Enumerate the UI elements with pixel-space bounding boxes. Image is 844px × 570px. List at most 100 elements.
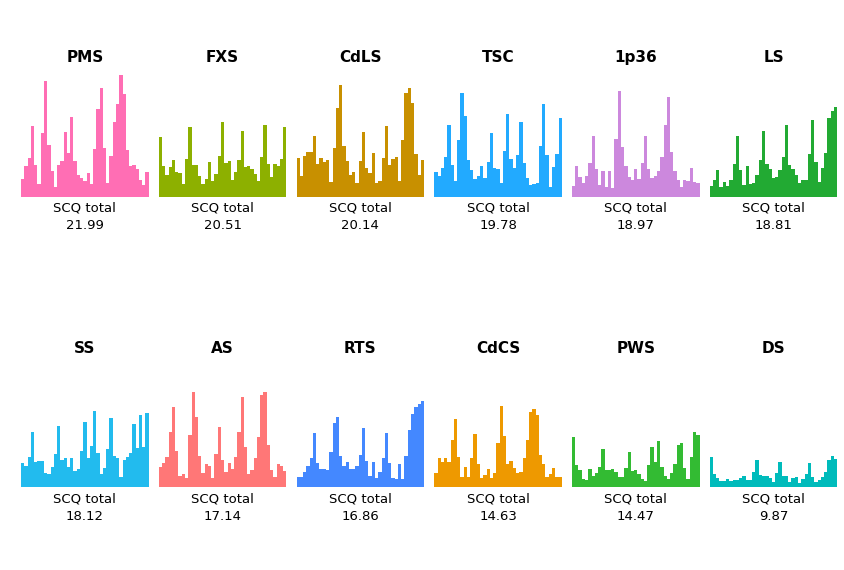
- Bar: [588, 469, 592, 487]
- Bar: [352, 469, 355, 487]
- Bar: [503, 436, 506, 487]
- Bar: [536, 182, 539, 197]
- Text: FXS: FXS: [206, 50, 239, 66]
- Bar: [473, 179, 477, 197]
- Bar: [273, 164, 277, 197]
- Bar: [343, 466, 345, 487]
- Bar: [385, 126, 388, 197]
- Bar: [467, 160, 470, 197]
- Bar: [202, 185, 204, 197]
- Bar: [634, 470, 637, 487]
- Bar: [733, 481, 736, 487]
- Bar: [136, 169, 139, 197]
- Bar: [126, 457, 129, 487]
- Bar: [195, 417, 198, 487]
- Bar: [801, 180, 804, 197]
- Bar: [529, 185, 533, 197]
- Bar: [378, 181, 381, 197]
- Bar: [759, 161, 762, 197]
- Bar: [251, 470, 254, 487]
- Bar: [539, 455, 542, 487]
- Bar: [719, 186, 722, 197]
- Bar: [559, 477, 562, 487]
- Bar: [172, 408, 176, 487]
- Bar: [283, 471, 286, 487]
- Bar: [303, 473, 306, 487]
- Bar: [28, 457, 31, 487]
- Bar: [145, 413, 149, 487]
- Bar: [674, 464, 677, 487]
- Bar: [500, 182, 503, 197]
- Bar: [362, 428, 365, 487]
- Bar: [411, 103, 414, 197]
- Bar: [628, 452, 630, 487]
- Bar: [604, 187, 608, 197]
- Bar: [352, 172, 355, 197]
- Bar: [388, 165, 392, 197]
- Bar: [310, 458, 313, 487]
- Bar: [798, 483, 801, 487]
- Bar: [713, 474, 717, 487]
- Bar: [522, 458, 526, 487]
- Bar: [87, 458, 89, 487]
- Text: CdCS: CdCS: [476, 341, 520, 356]
- Bar: [657, 170, 660, 197]
- Bar: [73, 161, 77, 197]
- Bar: [211, 478, 214, 487]
- Bar: [169, 433, 172, 487]
- Bar: [644, 481, 647, 487]
- Bar: [510, 461, 513, 487]
- Bar: [230, 180, 234, 197]
- Bar: [506, 465, 510, 487]
- Bar: [782, 476, 785, 487]
- Bar: [359, 161, 362, 197]
- Bar: [719, 481, 722, 487]
- Bar: [270, 470, 273, 487]
- Bar: [319, 469, 322, 487]
- Bar: [31, 126, 35, 197]
- Bar: [119, 478, 122, 487]
- Bar: [677, 180, 680, 197]
- Bar: [660, 466, 663, 487]
- Bar: [755, 460, 759, 487]
- Bar: [80, 451, 84, 487]
- Bar: [355, 184, 359, 197]
- Bar: [122, 459, 126, 487]
- Bar: [660, 157, 663, 197]
- Bar: [326, 160, 329, 197]
- Bar: [743, 476, 745, 487]
- Bar: [333, 424, 336, 487]
- Bar: [369, 173, 371, 197]
- Bar: [204, 178, 208, 197]
- Bar: [473, 434, 477, 487]
- Bar: [421, 160, 425, 197]
- Bar: [61, 161, 63, 197]
- Bar: [487, 162, 490, 197]
- Bar: [385, 433, 388, 487]
- Bar: [821, 477, 824, 487]
- Bar: [808, 154, 811, 197]
- Text: PWS: PWS: [616, 341, 655, 356]
- Bar: [618, 91, 621, 197]
- Bar: [585, 176, 588, 197]
- Bar: [726, 186, 729, 197]
- Bar: [582, 182, 585, 197]
- Text: SCQ total
19.78: SCQ total 19.78: [467, 201, 529, 233]
- Bar: [766, 477, 769, 487]
- Bar: [169, 167, 172, 197]
- Bar: [598, 185, 602, 197]
- Bar: [77, 176, 80, 197]
- Bar: [814, 162, 818, 197]
- Bar: [218, 428, 221, 487]
- Bar: [96, 453, 100, 487]
- Text: SCQ total
18.81: SCQ total 18.81: [742, 201, 805, 233]
- Bar: [463, 467, 467, 487]
- Bar: [621, 147, 625, 197]
- Bar: [447, 125, 451, 197]
- Bar: [818, 480, 821, 487]
- Bar: [717, 170, 719, 197]
- Bar: [444, 458, 447, 487]
- Bar: [195, 165, 198, 197]
- Bar: [225, 164, 228, 197]
- Bar: [663, 125, 667, 197]
